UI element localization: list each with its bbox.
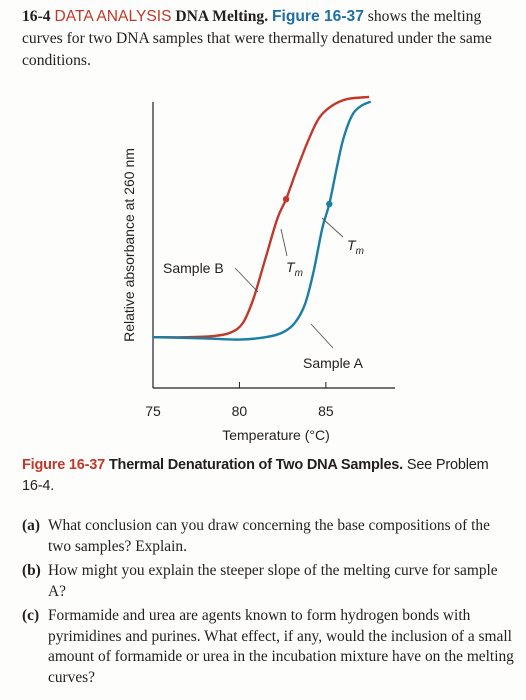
question-text: How might you explain the steeper slope … [48,562,498,600]
x-tick-label: 85 [318,403,334,419]
question-a: (a) What conclusion can you draw concern… [22,516,514,557]
sample-a-tm-point [326,200,333,208]
question-label: (a) [22,517,40,534]
question-c: (c) Formamide and urea are agents known … [22,606,514,688]
x-tick-label: 80 [232,403,248,419]
axes: 75 80 85 Temperature (°C) Relative absorbanc… [121,102,395,443]
melting-curve-chart: 75 80 85 Temperature (°C) Relative absorbanc… [121,95,395,443]
problem-intro: 16-4 DATA ANALYSIS DNA Melting. Figure 1… [22,6,512,72]
question-text: What conclusion can you draw concerning … [48,517,490,555]
sample-a-label: Sample A [303,355,364,371]
problem-number: 16-4 [22,8,51,25]
y-axis-label: Relative absorbance at 260 nm [121,148,137,342]
question-label: (b) [22,562,41,579]
chart-labels: Sample B Tm Sample A Tm [163,217,364,371]
sample-a-tm-leader-line [321,217,344,238]
x-axis-label: Temperature (°C) [222,427,330,443]
sample-b-tm-leader-line [280,228,288,257]
curves [152,95,372,341]
sample-a-leader-line [310,323,334,349]
x-tick-label: 75 [145,403,161,419]
sample-b-curve [152,95,370,339]
question-label: (c) [22,607,40,624]
problem-intro-text: shows the melting curves for two DNA sam… [22,8,492,69]
question-list: (a) What conclusion can you draw concern… [22,516,514,692]
sample-b-tm-label: Tm [286,259,303,279]
question-b: (b) How might you explain the steeper sl… [22,561,514,602]
caption-title: Thermal Denaturation of Two DNA Samples. [108,457,403,473]
problem-topic: DATA ANALYSIS [54,8,172,25]
sample-b-tm-point [282,196,290,203]
sample-a-curve [152,100,372,341]
problem-title: DNA Melting. [175,8,269,25]
figure-reference: Figure 16-37 [272,8,364,25]
sample-b-leader-line [234,267,259,293]
figure-caption: Figure 16-37 Thermal Denaturation of Two… [22,455,512,497]
sample-b-label: Sample B [163,260,224,276]
caption-label: Figure 16-37 [22,457,106,473]
caption-text: See Problem 16-4. [22,457,489,494]
question-text: Formamide and urea are agents known to f… [48,607,514,686]
sample-a-tm-label: Tm [347,237,364,257]
